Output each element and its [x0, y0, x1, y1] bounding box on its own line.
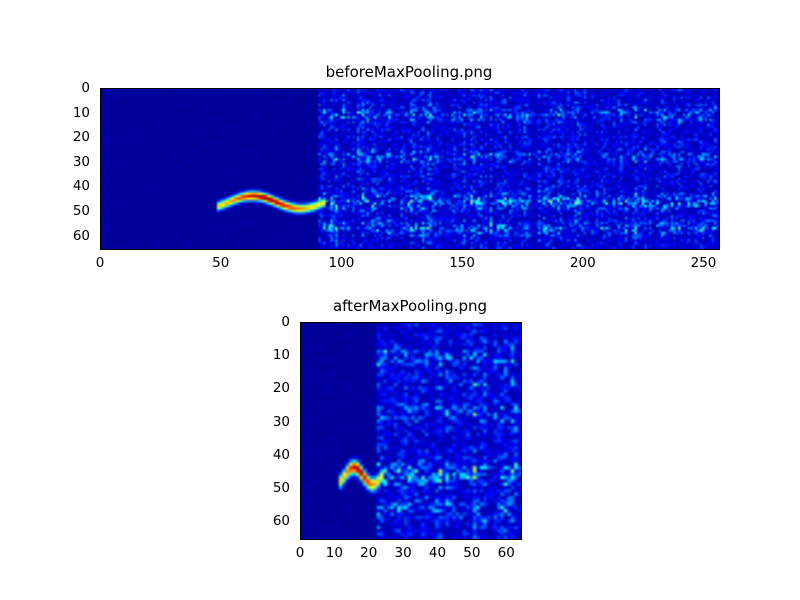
y-tick-label: 50 [72, 203, 90, 220]
y-tick-label: 10 [72, 104, 90, 121]
y-tick-label: 0 [281, 314, 290, 330]
spectrogram-heatmap-image [300, 322, 522, 540]
plot-title: afterMaxPooling.png [332, 297, 488, 315]
x-tick-label: 30 [394, 545, 412, 561]
y-tick-label: 10 [272, 347, 290, 364]
x-tick-label: 0 [95, 255, 105, 271]
x-tick-label: 100 [328, 255, 355, 271]
plot-title: beforeMaxPooling.png [325, 63, 493, 81]
spectrogram-heatmap-image [100, 88, 720, 250]
y-tick-label: 60 [272, 513, 290, 530]
x-tick-label: 20 [360, 545, 378, 561]
subplot-after-maxpooling: afterMaxPooling.png 0 10 20 30 40 50 60 0 10 20 3… [273, 297, 522, 561]
y-tick-label: 40 [272, 446, 290, 463]
y-tick-label: 20 [72, 129, 90, 146]
x-tick-label: 250 [690, 255, 717, 271]
y-tick-label: 30 [72, 153, 90, 170]
x-tick-label: 200 [569, 255, 596, 271]
x-axis: 0 50 100 150 200 250 [96, 248, 718, 274]
y-axis: 0 10 20 30 40 50 60 [252, 314, 300, 538]
x-axis: 0 10 20 30 40 50 60 [296, 538, 520, 564]
y-tick-label: 60 [72, 227, 90, 244]
y-tick-label: 50 [272, 480, 290, 497]
y-tick-label: 30 [272, 413, 290, 430]
x-tick-label: 0 [295, 545, 305, 561]
x-tick-label: 40 [428, 545, 447, 561]
y-tick-label: 20 [272, 380, 290, 397]
x-tick-label: 50 [212, 255, 230, 271]
y-axis: 0 10 20 30 40 50 60 [52, 80, 100, 248]
x-tick-label: 150 [449, 255, 475, 271]
subplot-before-maxpooling: beforeMaxPooling.png 0 10 20 30 40 50 60 0 50 10… [73, 63, 720, 271]
x-tick-label: 10 [325, 545, 343, 561]
y-tick-label: 0 [81, 80, 90, 96]
x-tick-label: 50 [463, 545, 481, 561]
y-tick-label: 40 [72, 178, 90, 195]
x-tick-label: 60 [497, 545, 515, 561]
